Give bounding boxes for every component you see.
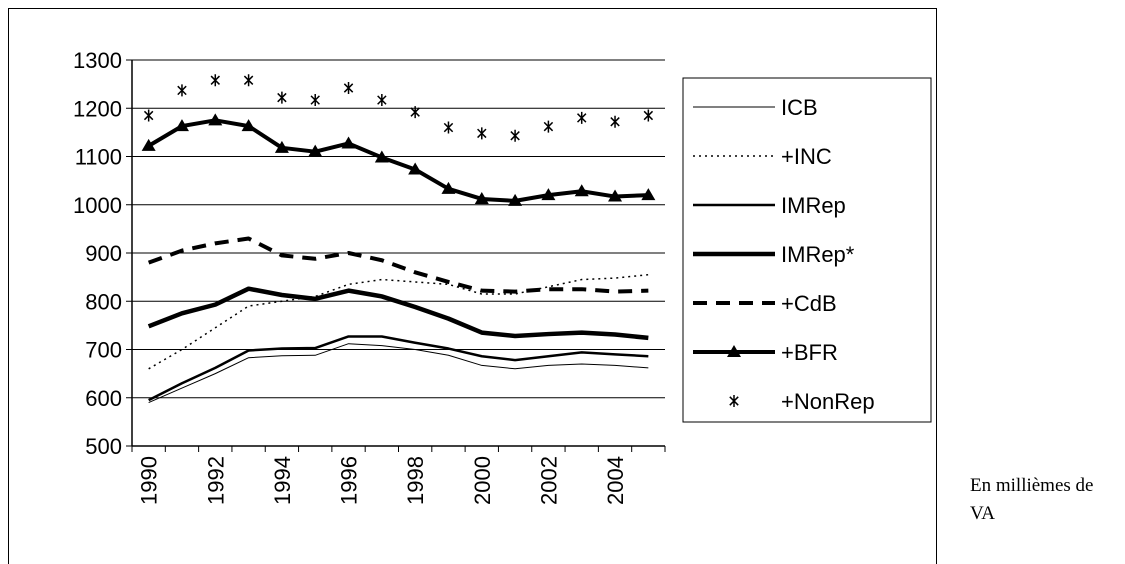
legend-label: +CdB xyxy=(781,291,837,316)
y-tick-label: 500 xyxy=(85,434,122,459)
legend-label: IMRep* xyxy=(781,242,855,267)
point-marker xyxy=(477,127,487,140)
y-tick-label: 800 xyxy=(85,289,122,314)
legend-label: +NonRep xyxy=(781,389,875,414)
y-tick-label: 1000 xyxy=(73,193,122,218)
legend-marker xyxy=(729,395,739,407)
point-marker xyxy=(608,189,623,202)
point-marker xyxy=(610,115,620,128)
point-marker xyxy=(174,119,189,132)
legend-box xyxy=(682,77,932,423)
y-tick-label: 1200 xyxy=(73,96,122,121)
point-marker xyxy=(343,81,354,94)
series-line xyxy=(147,286,649,341)
point-marker xyxy=(474,191,489,204)
x-tick-label: 1996 xyxy=(337,456,362,505)
point-marker xyxy=(208,113,223,126)
point-marker xyxy=(574,184,589,197)
point-marker xyxy=(441,181,456,194)
y-tick-label: 900 xyxy=(85,241,122,266)
point-marker xyxy=(508,193,523,206)
point-marker xyxy=(277,91,287,104)
x-tick-label: 1990 xyxy=(137,456,162,505)
y-tick-label: 1300 xyxy=(73,48,122,73)
x-tick-label: 2004 xyxy=(603,456,628,505)
y-tick-label: 700 xyxy=(85,338,122,363)
x-tick-label: 1998 xyxy=(403,456,428,505)
legend: ICB +INC IMRep IMRep* +CdB +BFR +NonRep xyxy=(682,77,932,423)
point-marker xyxy=(641,188,656,201)
legend-marker xyxy=(727,345,741,357)
point-marker xyxy=(543,120,554,133)
point-marker xyxy=(274,140,289,153)
chart-frame xyxy=(8,8,937,564)
x-tick-label: 1994 xyxy=(270,456,295,505)
x-tick-label: 2002 xyxy=(536,456,561,505)
point-marker xyxy=(443,121,454,134)
point-marker xyxy=(576,111,587,124)
legend-label: IMRep xyxy=(781,193,846,218)
series-line xyxy=(147,118,649,203)
point-marker xyxy=(510,129,520,142)
point-marker xyxy=(177,84,187,97)
point-marker xyxy=(643,109,654,122)
x-tick-label: 1992 xyxy=(203,456,228,505)
series-line xyxy=(148,335,649,402)
x-tick-label: 2000 xyxy=(470,456,495,505)
point-marker xyxy=(308,144,323,157)
legend-label: +BFR xyxy=(781,340,838,365)
point-marker xyxy=(408,162,423,175)
point-marker xyxy=(243,74,254,87)
point-marker xyxy=(210,74,221,87)
point-marker xyxy=(141,138,156,151)
series-line xyxy=(147,236,649,294)
point-marker xyxy=(310,94,320,107)
point-marker xyxy=(377,94,387,107)
series-line xyxy=(148,343,649,404)
point-marker xyxy=(143,109,154,122)
y-tick-label: 600 xyxy=(85,386,122,411)
point-marker xyxy=(410,106,420,119)
point-marker xyxy=(241,119,256,132)
legend-label: ICB xyxy=(781,95,818,120)
point-marker xyxy=(541,188,556,201)
note: En millièmes de VA xyxy=(970,475,1094,524)
point-marker xyxy=(341,136,356,149)
point-marker xyxy=(374,150,389,163)
series-line xyxy=(148,273,649,370)
legend-label: +INC xyxy=(781,144,832,169)
chart: 500 600 700 800 900 1000 1100 1200 1300 1990 1992 1… xyxy=(8,8,937,564)
y-tick-label: 1100 xyxy=(75,145,122,170)
